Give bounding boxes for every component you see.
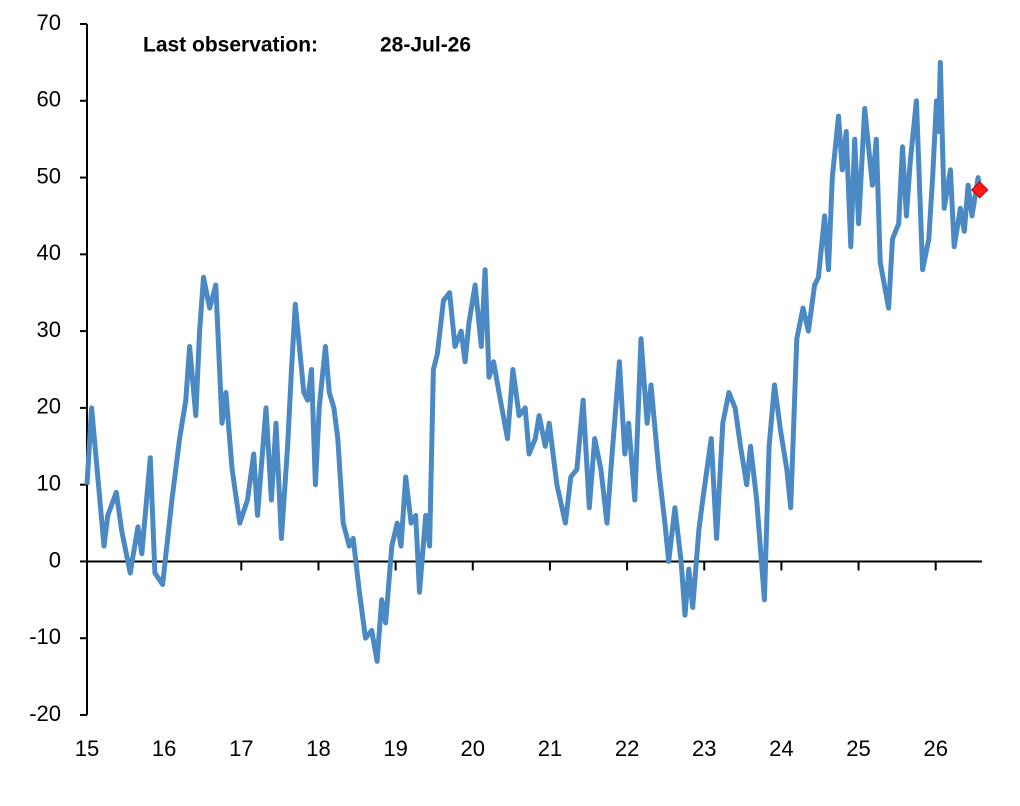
x-tick-label: 18 <box>306 736 330 761</box>
y-tick-label: 0 <box>49 547 61 572</box>
x-tick-label: 16 <box>152 736 176 761</box>
last-point-marker <box>970 181 989 199</box>
x-tick-label: 23 <box>692 736 716 761</box>
y-tick-label: 50 <box>37 163 61 188</box>
x-tick-label: 19 <box>383 736 407 761</box>
x-tick-label: 22 <box>615 736 639 761</box>
annotation: Last observation: <box>143 34 318 57</box>
x-tick-label: 15 <box>75 736 99 761</box>
annotation: 28-Jul-26 <box>380 34 471 57</box>
y-tick-label: -10 <box>29 624 61 649</box>
x-tick-label: 20 <box>461 736 485 761</box>
x-tick-label: 26 <box>923 736 947 761</box>
y-tick-label: -20 <box>29 701 61 726</box>
y-tick-label: 10 <box>37 470 61 495</box>
line <box>84 59 983 664</box>
y-tick-label: 20 <box>37 394 61 419</box>
y-tick-label: 70 <box>37 10 61 35</box>
x-tick-label: 17 <box>229 736 253 761</box>
x-tick-label: 24 <box>769 736 793 761</box>
y-tick-label: 60 <box>37 87 61 112</box>
x-tick-label: 25 <box>846 736 870 761</box>
x-tick-label: 21 <box>538 736 562 761</box>
y-tick-label: 30 <box>37 317 61 342</box>
y-tick-label: 40 <box>37 240 61 265</box>
